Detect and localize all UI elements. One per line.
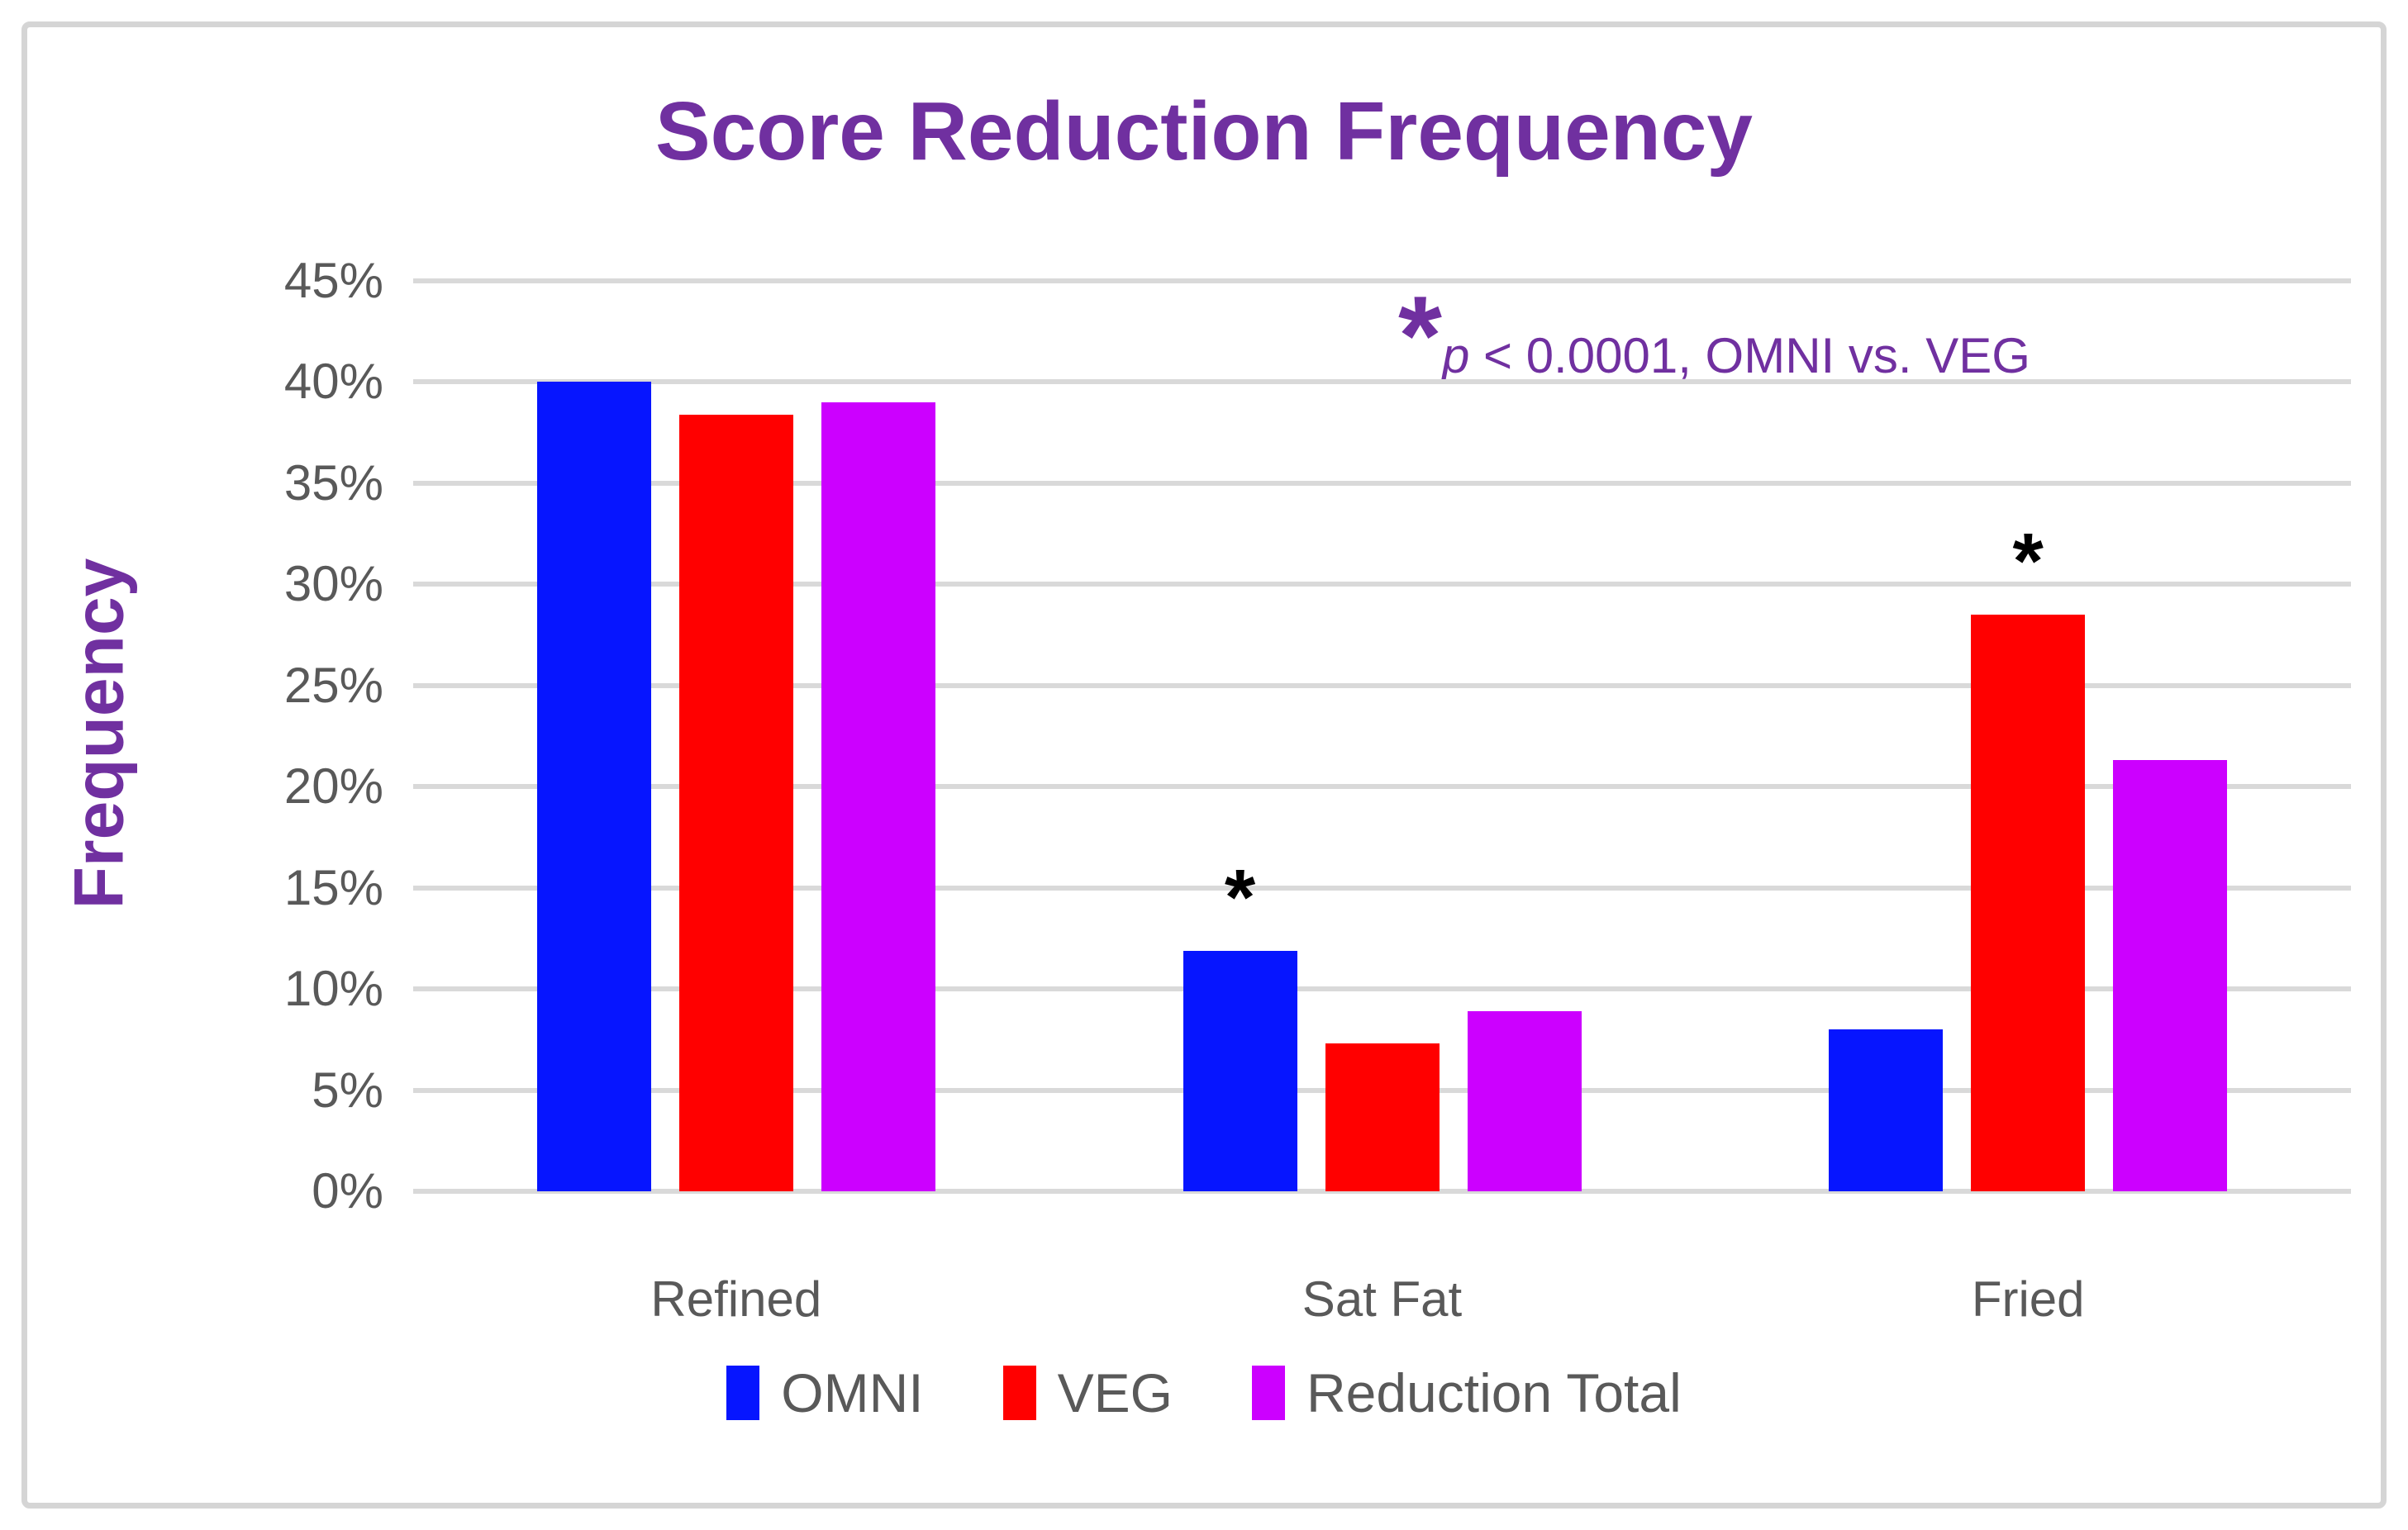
- y-tick-label-0: 0%: [312, 1163, 383, 1219]
- significance-asterisk-omni-sat-fat: *: [1224, 853, 1256, 942]
- gridline-20: [413, 784, 2351, 790]
- y-tick-label-30: 30%: [283, 556, 383, 612]
- y-tick-label-45: 45%: [283, 253, 383, 308]
- gridline-45: [413, 278, 2351, 283]
- x-label-fried: Fried: [1971, 1271, 2085, 1327]
- significance-asterisk-veg-fried: *: [2012, 517, 2044, 606]
- y-tick-label-5: 5%: [312, 1062, 383, 1118]
- bar-group-sat-fat: *: [1059, 281, 1706, 1191]
- legend-swatch-reduction-total: [1251, 1366, 1285, 1420]
- bar-veg-sat-fat: [1325, 1043, 1440, 1191]
- legend: OMNI VEG Reduction Total: [0, 1361, 2408, 1424]
- bar-omni-fried: [1829, 1029, 1944, 1191]
- y-tick-label-40: 40%: [283, 354, 383, 410]
- bar-reduction-total-fried: [2113, 760, 2228, 1191]
- y-tick-label-25: 25%: [283, 657, 383, 713]
- legend-swatch-veg: [1002, 1366, 1036, 1420]
- gridline-35: [413, 480, 2351, 486]
- y-tick-label-35: 35%: [283, 454, 383, 511]
- legend-item-omni: OMNI: [726, 1361, 924, 1424]
- bar-group-refined: [413, 281, 1059, 1191]
- bar-veg-fried: *: [1971, 522, 2086, 1191]
- bars-layer: * *: [413, 281, 2351, 1191]
- bar-omni-sat-fat: *: [1183, 858, 1297, 1191]
- legend-label-omni: OMNI: [781, 1362, 924, 1423]
- y-tick-label-20: 20%: [283, 758, 383, 815]
- chart-title: Score Reduction Frequency: [654, 85, 1754, 178]
- bar-reduction-total-sat-fat: [1467, 1011, 1582, 1191]
- y-axis-title: Frequency: [59, 558, 138, 910]
- annotation-p-symbol: p: [1441, 328, 1470, 383]
- y-tick-label-15: 15%: [283, 859, 383, 915]
- gridline-30: [413, 582, 2351, 587]
- bar-reduction-total-refined: [821, 402, 935, 1191]
- bar-veg-refined: [678, 414, 793, 1191]
- y-tick-label-10: 10%: [283, 961, 383, 1017]
- gridline-0: [413, 1189, 2351, 1194]
- legend-label-reduction-total: Reduction Total: [1306, 1362, 1682, 1423]
- x-label-sat-fat: Sat Fat: [1302, 1271, 1463, 1327]
- x-axis-labels: Refined Sat Fat Fried: [413, 1271, 2351, 1328]
- significance-annotation: * p < 0.0001, OMNI vs. VEG: [1398, 273, 2030, 398]
- legend-swatch-omni: [726, 1366, 760, 1420]
- legend-label-veg: VEG: [1057, 1362, 1173, 1423]
- bar-omni-refined: [536, 382, 651, 1191]
- gridline-40: [413, 379, 2351, 385]
- annotation-p-value-text: < 0.0001, OMNI vs. VEG: [1469, 328, 2030, 383]
- legend-item-reduction-total: Reduction Total: [1251, 1361, 1682, 1424]
- gridline-15: [413, 885, 2351, 891]
- bar-group-fried: *: [1705, 281, 2351, 1191]
- gridline-25: [413, 682, 2351, 688]
- plot-area: 0% 5% 10% 15% 20% 25% 30% 35% 40% 45% * * Refined S…: [284, 256, 2351, 1327]
- gridline-10: [413, 986, 2351, 992]
- annotation-text: p < 0.0001, OMNI vs. VEG: [1442, 291, 2030, 384]
- legend-item-veg: VEG: [1002, 1361, 1173, 1424]
- x-label-refined: Refined: [650, 1271, 822, 1327]
- annotation-asterisk: *: [1398, 273, 1442, 398]
